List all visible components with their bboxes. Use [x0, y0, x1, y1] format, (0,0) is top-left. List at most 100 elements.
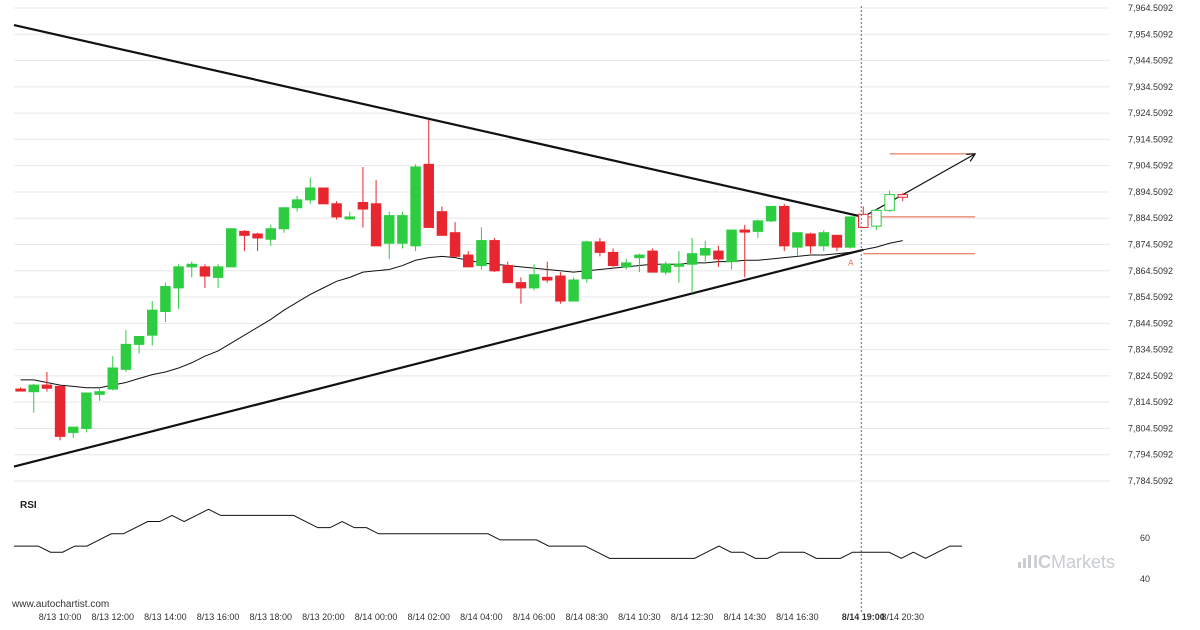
candle-body	[133, 335, 145, 345]
y-tick-label: 7,854.5092	[1128, 292, 1173, 302]
candle-body	[15, 388, 26, 392]
candle-body	[871, 209, 882, 227]
candle-body	[81, 392, 92, 429]
candle	[528, 264, 540, 291]
candle	[212, 264, 224, 288]
y-tick-label: 7,914.5092	[1128, 134, 1173, 144]
candle-body	[739, 229, 750, 233]
candle	[463, 251, 474, 268]
candle-body	[94, 391, 105, 395]
rsi-label: RSI	[20, 500, 37, 511]
x-tick-label: 8/14 16:30	[776, 612, 819, 622]
candle-body	[265, 228, 276, 240]
candle	[792, 232, 803, 257]
x-tick-label: 8/14 00:00	[355, 612, 398, 622]
candle	[133, 335, 145, 354]
candle	[871, 209, 882, 231]
candle-body	[594, 241, 606, 253]
candle	[120, 329, 132, 372]
candle	[489, 237, 500, 273]
candle	[384, 211, 395, 259]
candle	[239, 230, 250, 252]
x-tick-label: 8/14 20:30	[881, 612, 924, 622]
candle	[568, 277, 579, 302]
x-tick-label: 8/14 08:30	[565, 612, 608, 622]
y-tick-label: 7,904.5092	[1128, 161, 1173, 171]
candle-body	[581, 241, 592, 280]
candle	[884, 190, 895, 212]
candle	[831, 234, 843, 252]
candle-body	[423, 163, 434, 228]
x-tick-label: 8/14 12:30	[671, 612, 714, 622]
candle-body	[752, 220, 764, 232]
candle	[173, 264, 184, 309]
candle-body	[502, 265, 513, 284]
candle	[147, 301, 158, 346]
y-tick-label: 7,844.5092	[1128, 318, 1173, 328]
x-tick-label: 8/13 18:00	[249, 612, 292, 622]
candle	[726, 229, 737, 270]
candle	[555, 272, 566, 304]
candle-body	[147, 309, 158, 336]
candle	[278, 207, 290, 233]
candle-body	[173, 266, 184, 289]
candle	[739, 224, 750, 278]
x-tick-label: 8/13 10:00	[39, 612, 82, 622]
brand-bars-icon	[1018, 555, 1031, 568]
y-tick-label: 7,784.5092	[1128, 476, 1173, 486]
candle	[199, 264, 211, 288]
pattern-marker: A	[848, 259, 854, 268]
candle-body	[700, 247, 711, 256]
candle-body	[344, 216, 355, 220]
candle	[607, 248, 619, 267]
y-tick-label: 7,794.5092	[1128, 450, 1173, 460]
y-tick-label: 7,934.5092	[1128, 82, 1173, 92]
candle-body	[28, 384, 39, 393]
candle	[752, 219, 764, 238]
candle	[897, 193, 908, 202]
rsi-line	[14, 508, 962, 559]
candle	[107, 356, 118, 391]
x-tick-label: 8/13 16:00	[197, 612, 240, 622]
candle-body	[436, 211, 448, 236]
candle	[634, 253, 645, 273]
candle-body	[765, 205, 777, 222]
candle	[318, 187, 329, 205]
candle-body	[884, 194, 895, 211]
candle-body	[489, 240, 500, 272]
candle	[581, 240, 592, 283]
candle	[54, 385, 66, 441]
candle	[686, 237, 698, 294]
candle	[700, 240, 711, 262]
brand-prefix: IC	[1033, 552, 1051, 572]
candle	[713, 245, 724, 267]
candle	[252, 232, 263, 252]
candle-body	[463, 254, 474, 268]
candle-body	[818, 232, 829, 247]
candle	[818, 230, 829, 252]
x-tick-label: 8/14 14:30	[723, 612, 766, 622]
candle	[160, 282, 171, 323]
y-axis: 7,964.5092 7,954.5092 7,944.5092 7,934.5092…	[1128, 3, 1173, 486]
candle	[370, 180, 382, 247]
brand-logo: ICMarkets	[1018, 552, 1115, 572]
moving-average	[20, 240, 903, 389]
x-axis: 8/13 10:00 8/13 12:00 8/13 14:00 8/13 16:00…	[39, 612, 924, 622]
candle-body	[305, 187, 316, 201]
x-tick-label: 8/13 12:00	[91, 612, 134, 622]
candle	[94, 387, 105, 401]
candle-body	[713, 250, 724, 260]
candle	[357, 167, 369, 228]
candles	[15, 119, 908, 441]
candle-body	[686, 253, 698, 265]
candle	[594, 237, 606, 257]
candle-body	[515, 282, 527, 289]
candle-body	[331, 203, 342, 218]
x-tick-label: 8/13 20:00	[302, 612, 345, 622]
candle	[226, 228, 237, 268]
candle	[449, 222, 461, 257]
y-tick-label: 7,924.5092	[1128, 108, 1173, 118]
candle	[542, 261, 553, 283]
trendline	[13, 248, 864, 468]
